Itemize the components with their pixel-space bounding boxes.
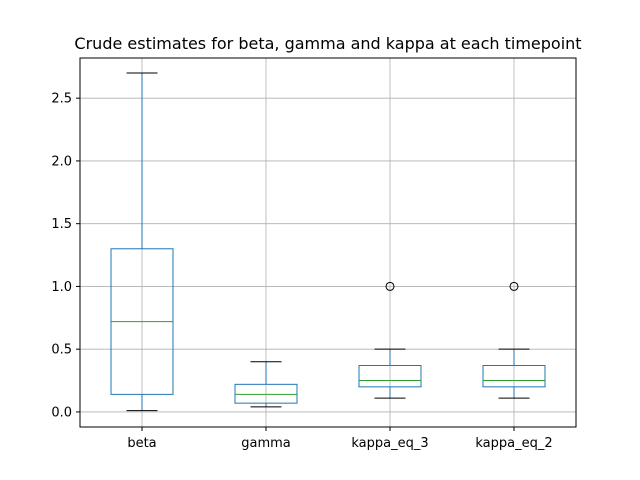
y-tick-label: 0.5 [51,343,72,358]
y-tick-label: 0.0 [51,405,72,420]
x-tick-label: beta [127,436,156,451]
y-tick-label: 2.5 [51,92,72,107]
outlier-point [385,281,395,291]
box-series [110,72,546,412]
outlier-point [509,281,519,291]
y-tick-label: 2.0 [51,154,72,169]
box-beta [110,72,174,412]
box-iqr [482,365,546,388]
axes: 0.0 0.5 1.0 1.5 2.0 2.5 beta gamma kappa_eq_3 kap… [51,92,552,451]
y-tick-label: 1.0 [51,280,72,295]
box-kappa_eq_3 [358,281,422,399]
box-iqr [358,365,422,388]
box-gamma [234,361,298,408]
x-tick-label: kappa_eq_2 [475,436,552,451]
grid-lines [80,58,576,427]
y-tick-label: 1.5 [51,217,72,232]
box-iqr [234,383,298,404]
x-tick-label: gamma [241,436,291,451]
chart-title: Crude estimates for beta, gamma and kapp… [74,34,581,53]
x-tick-label: kappa_eq_3 [351,436,428,451]
plot-frame [79,57,577,428]
box-kappa_eq_2 [482,281,546,399]
